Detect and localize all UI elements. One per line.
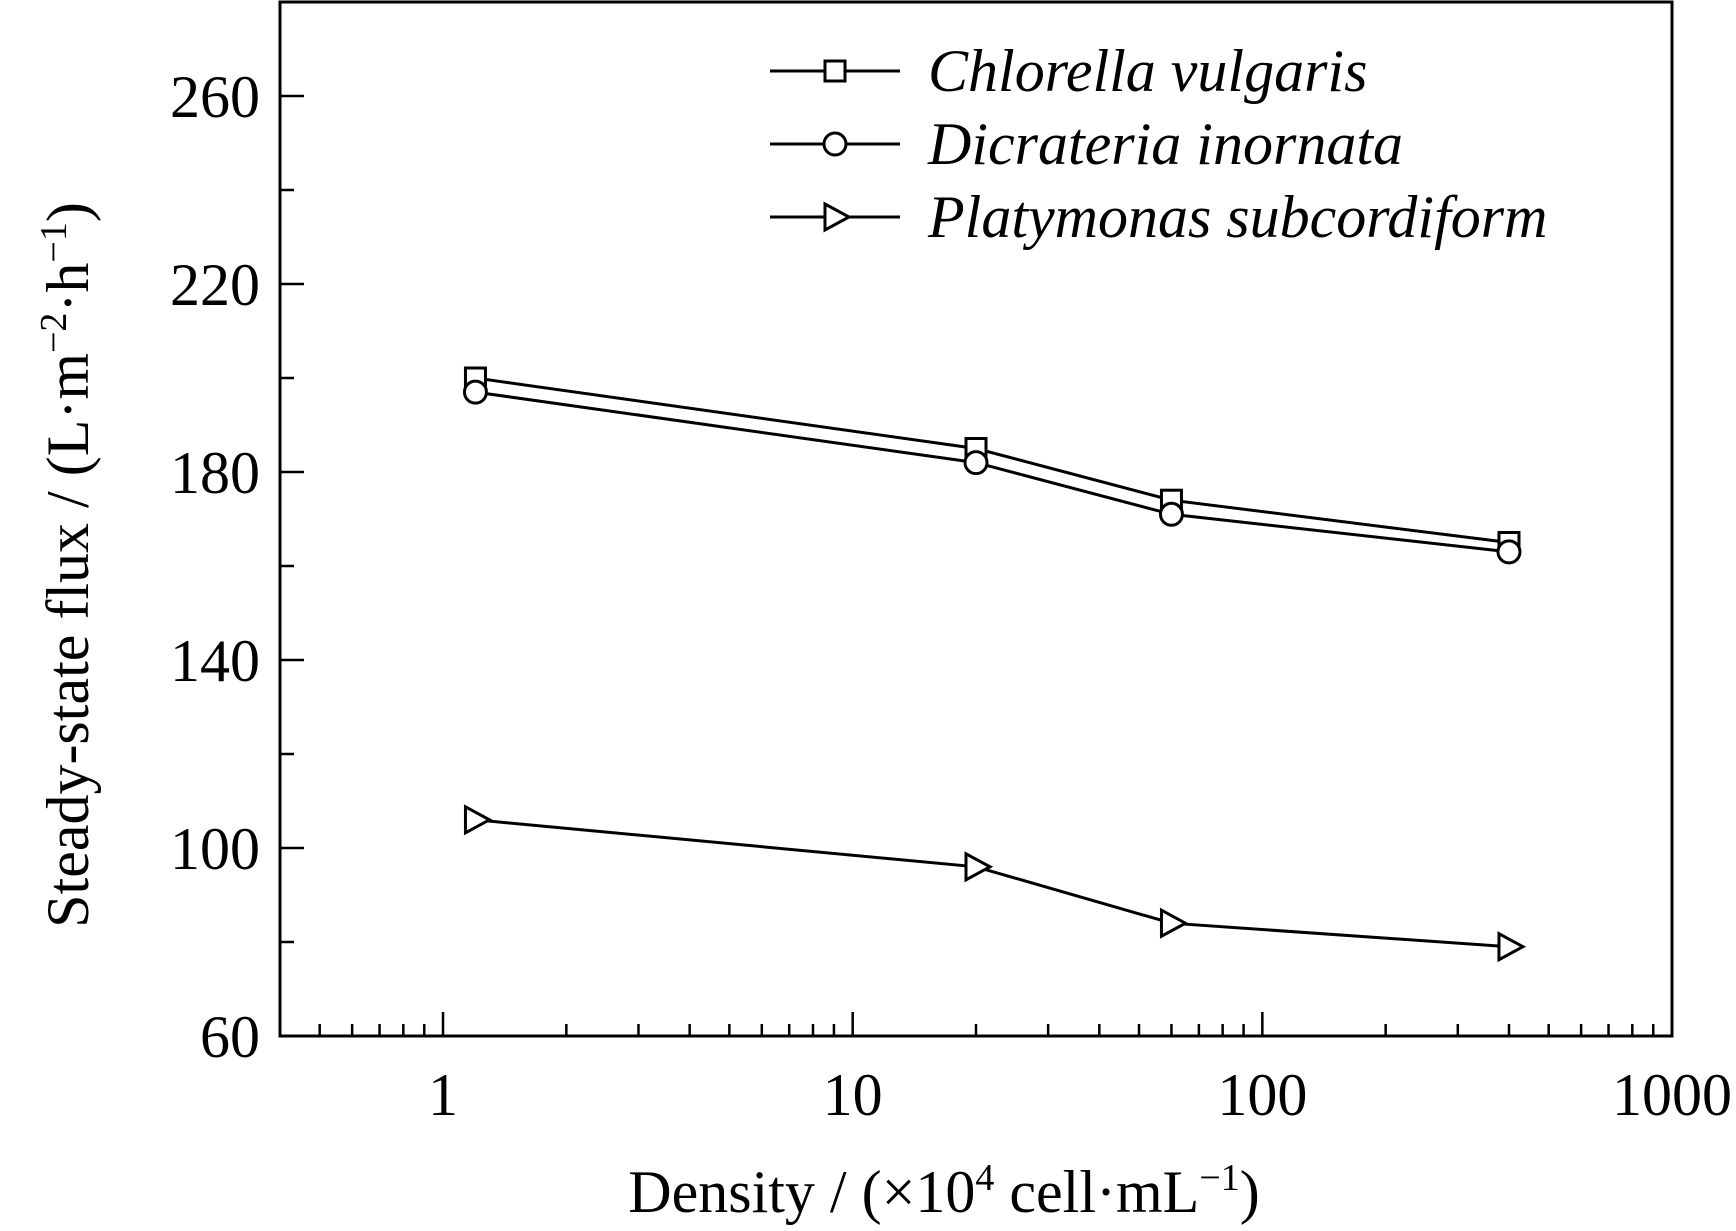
x-tick-label: 10 bbox=[823, 1062, 883, 1128]
y-tick-label: 140 bbox=[170, 628, 260, 694]
series-1 bbox=[463, 366, 1521, 554]
data-point bbox=[1159, 907, 1189, 939]
data-point bbox=[1158, 501, 1184, 527]
y-tick-label: 60 bbox=[200, 1004, 260, 1070]
data-point bbox=[963, 450, 989, 476]
legend-entry: Platymonas subcordiform bbox=[770, 184, 1547, 250]
x-tick-label: 1 bbox=[428, 1062, 458, 1128]
series-layer bbox=[462, 366, 1527, 963]
legend-marker bbox=[823, 201, 853, 233]
data-point bbox=[1497, 931, 1527, 963]
legend-label: Platymonas subcordiform bbox=[927, 184, 1547, 250]
series-3 bbox=[463, 804, 1527, 963]
series-2 bbox=[462, 379, 1522, 565]
legend-entry: Chlorella vulgaris bbox=[770, 38, 1367, 104]
series-line bbox=[475, 376, 1510, 544]
x-tick-label: 1000 bbox=[1612, 1062, 1732, 1128]
data-point bbox=[463, 804, 493, 836]
y-tick-label: 260 bbox=[170, 64, 260, 130]
legend-marker bbox=[822, 131, 848, 157]
x-axis-title: Density / (×104 cell·mL−1) bbox=[628, 1157, 1259, 1225]
data-point bbox=[964, 851, 994, 883]
y-axis: 60 100 140 180 220 260 bbox=[170, 0, 304, 1070]
legend-label: Chlorella vulgaris bbox=[928, 38, 1367, 104]
y-tick-label: 180 bbox=[170, 440, 260, 506]
legend: Chlorella vulgaris Dicrateria inornata Pla… bbox=[770, 38, 1547, 250]
legend-entry: Dicrateria inornata bbox=[770, 111, 1403, 177]
data-point bbox=[462, 379, 488, 405]
legend-marker bbox=[823, 59, 847, 83]
series-line bbox=[475, 818, 1510, 949]
legend-label: Dicrateria inornata bbox=[927, 111, 1403, 177]
y-axis-title: Steady-state flux / (L·m−2·h−1) bbox=[33, 202, 101, 928]
x-axis: 1 10 100 1000 bbox=[278, 1012, 1732, 1128]
data-point bbox=[1496, 539, 1522, 565]
series-line bbox=[475, 390, 1510, 554]
y-tick-label: 100 bbox=[170, 816, 260, 882]
y-tick-label: 220 bbox=[170, 252, 260, 318]
x-tick-label: 100 bbox=[1217, 1062, 1307, 1128]
